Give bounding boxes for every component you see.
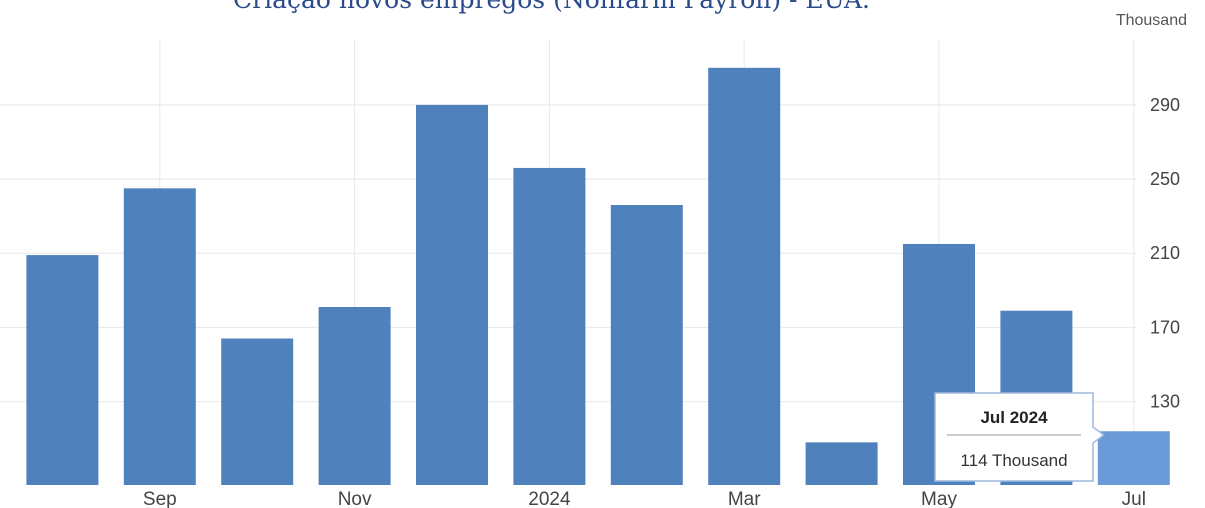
unit-label: Thousand — [1116, 12, 1187, 29]
bar-dec-2023[interactable] — [416, 104, 488, 485]
tooltip-value: 114 Thousand — [960, 451, 1067, 470]
y-tick-label-130: 130 — [1150, 392, 1180, 412]
tooltip-box — [934, 392, 1106, 482]
bar-aug-2023[interactable] — [26, 255, 99, 485]
bar-apr-2024[interactable] — [805, 442, 878, 485]
y-tick-label-210: 210 — [1150, 243, 1180, 263]
x-axis-ticks: Sep Nov 2024 Mar May Jul — [143, 489, 1146, 508]
x-tick-label-Sep: Sep — [143, 489, 177, 508]
bar-nov-2023[interactable] — [318, 307, 391, 485]
y-tick-label-250: 250 — [1150, 169, 1180, 189]
y-tick-label-290: 290 — [1150, 95, 1180, 115]
tooltip-title: Jul 2024 — [980, 408, 1048, 427]
x-tick-label-2024: 2024 — [528, 489, 571, 508]
bar-feb-2024[interactable] — [610, 205, 683, 486]
bar-jan-2024[interactable] — [513, 167, 586, 485]
bar-jul-2024[interactable] — [1097, 431, 1170, 485]
x-tick-label-Nov: Nov — [338, 489, 372, 508]
bars — [26, 67, 1170, 486]
bar-oct-2023[interactable] — [221, 338, 294, 485]
chart-title: Criação novos empregos (Nonfarm Payroll)… — [233, 0, 870, 14]
x-tick-label-Mar: Mar — [728, 489, 761, 508]
bar-sep-2023[interactable] — [123, 188, 196, 486]
x-tick-label-May: May — [921, 489, 957, 508]
y-axis-ticks: 130 170 210 250 290 — [1150, 95, 1180, 412]
y-tick-label-170: 170 — [1150, 317, 1180, 337]
bar-mar-2024[interactable] — [708, 67, 781, 485]
x-tick-label-Jul: Jul — [1122, 489, 1146, 508]
tooltip: Jul 2024 114 Thousand — [934, 392, 1106, 482]
